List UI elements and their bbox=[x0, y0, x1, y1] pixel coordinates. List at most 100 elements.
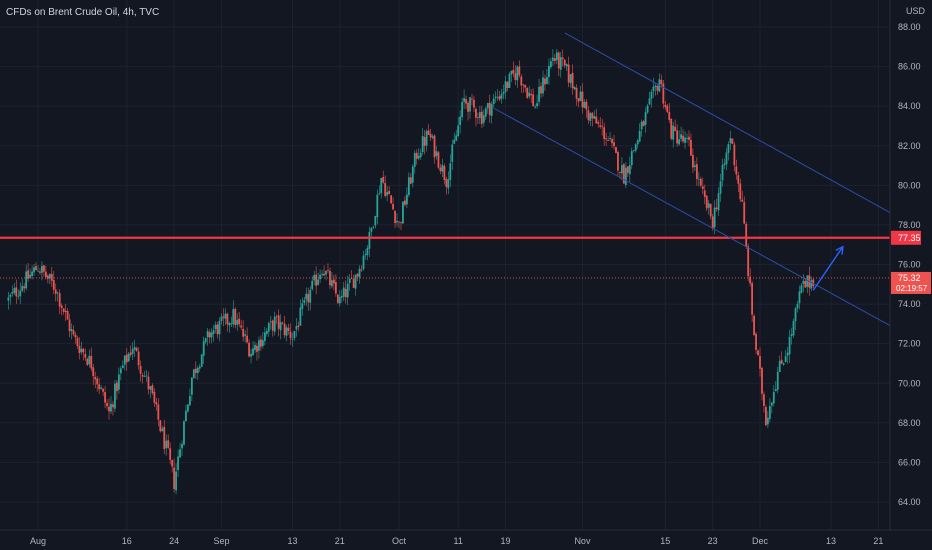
candle-body bbox=[697, 178, 700, 180]
x-tick-label: Oct bbox=[392, 536, 407, 546]
candle-body bbox=[477, 117, 479, 119]
candle-body bbox=[768, 406, 771, 419]
drawing-tools[interactable] bbox=[0, 32, 932, 352]
candle-body bbox=[774, 389, 777, 392]
candle-body bbox=[258, 340, 260, 351]
resistance-tag-background bbox=[891, 230, 921, 245]
y-tick-label: 82.00 bbox=[898, 141, 921, 151]
candle-body bbox=[238, 318, 241, 325]
candle-body bbox=[82, 348, 85, 353]
candle-body bbox=[224, 313, 227, 319]
candle-body bbox=[425, 131, 428, 146]
candle-body bbox=[188, 395, 191, 406]
candle-body bbox=[512, 69, 515, 74]
candle-body bbox=[435, 151, 438, 157]
candle-body bbox=[800, 285, 803, 293]
candle-body bbox=[409, 177, 412, 184]
candle-body bbox=[431, 136, 434, 138]
candle-body bbox=[427, 130, 430, 135]
candle-body bbox=[394, 210, 396, 224]
candle-body bbox=[455, 135, 458, 141]
candle-body bbox=[196, 367, 199, 374]
candle-body bbox=[786, 352, 789, 356]
candle-body bbox=[147, 376, 150, 390]
y-tick-label: 70.00 bbox=[898, 378, 921, 388]
candle-body bbox=[218, 320, 221, 335]
candle-body bbox=[317, 279, 320, 285]
candle-body bbox=[46, 275, 49, 279]
candle-body bbox=[265, 330, 268, 334]
candle-body bbox=[179, 449, 181, 458]
candle-body bbox=[334, 281, 337, 294]
candle-body bbox=[382, 176, 385, 183]
last-price-tag-background bbox=[891, 271, 931, 294]
candle-body bbox=[307, 294, 310, 303]
candle-body bbox=[299, 307, 302, 326]
candle-body bbox=[798, 291, 801, 304]
candle-body bbox=[336, 294, 339, 303]
y-tick-label: 72.00 bbox=[898, 339, 921, 349]
candle-body bbox=[261, 340, 264, 346]
candle-body bbox=[747, 246, 750, 277]
candle-body bbox=[587, 110, 590, 120]
candle-body bbox=[581, 91, 584, 108]
candle-body bbox=[652, 86, 655, 92]
candle-body bbox=[78, 345, 81, 354]
candle-body bbox=[325, 270, 327, 275]
candle-body bbox=[171, 459, 174, 467]
time-scale[interactable] bbox=[0, 530, 890, 550]
candle-body bbox=[273, 316, 276, 332]
candle-body bbox=[684, 137, 686, 143]
candle-body bbox=[810, 280, 813, 289]
candle-body bbox=[374, 215, 377, 226]
candle-body bbox=[694, 165, 696, 167]
candle-body bbox=[776, 371, 779, 390]
candle-body bbox=[407, 177, 410, 195]
candlesticks bbox=[7, 48, 815, 495]
candle-body bbox=[52, 279, 55, 290]
candle-body bbox=[788, 336, 791, 355]
candle-body bbox=[654, 85, 657, 88]
candle-body bbox=[226, 313, 229, 325]
candle-body bbox=[492, 98, 495, 105]
candle-body bbox=[143, 376, 146, 377]
y-tick-label: 66.00 bbox=[898, 457, 921, 467]
candle-body bbox=[719, 181, 722, 194]
candle-body bbox=[106, 403, 108, 407]
candle-body bbox=[342, 287, 345, 297]
candle-body bbox=[611, 139, 613, 144]
candle-body bbox=[145, 375, 148, 377]
candle-body bbox=[169, 448, 172, 460]
candle-body bbox=[321, 273, 323, 275]
candle-body bbox=[471, 98, 473, 100]
candle-body bbox=[348, 278, 351, 283]
candle-body bbox=[185, 410, 187, 422]
candle-body bbox=[291, 338, 294, 340]
candle-body bbox=[327, 270, 329, 271]
candle-body bbox=[68, 319, 71, 332]
candle-body bbox=[790, 334, 793, 337]
candle-body bbox=[396, 220, 398, 223]
candle-body bbox=[579, 91, 582, 101]
candle-body bbox=[699, 178, 702, 186]
candle-body bbox=[765, 407, 767, 426]
candle-body bbox=[88, 355, 91, 365]
candle-body bbox=[739, 183, 742, 200]
candle-body bbox=[187, 404, 189, 412]
candle-body bbox=[500, 93, 503, 99]
candle-body bbox=[37, 270, 39, 272]
price-scale[interactable] bbox=[890, 0, 932, 530]
candle-body bbox=[559, 57, 562, 70]
y-tick-label: 64.00 bbox=[898, 497, 921, 507]
candle-body bbox=[116, 382, 118, 392]
candle-body bbox=[108, 406, 110, 412]
candle-body bbox=[632, 150, 635, 152]
candle-body bbox=[246, 335, 249, 343]
x-tick-label: 19 bbox=[501, 536, 511, 546]
candle-body bbox=[303, 299, 306, 303]
candle-body bbox=[670, 118, 673, 139]
candle-body bbox=[437, 152, 440, 168]
candle-body bbox=[571, 72, 574, 89]
